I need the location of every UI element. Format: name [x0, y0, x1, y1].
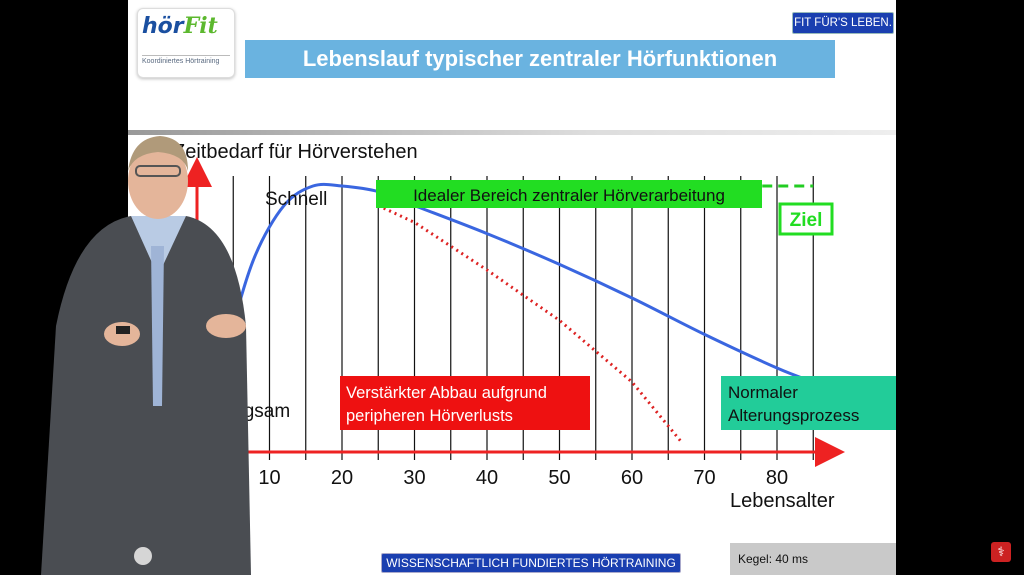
- decline-label-line2: peripheren Hörverlusts: [346, 407, 513, 425]
- logo-main-text: hör: [142, 14, 184, 39]
- normal-aging-line2: Alterungsprozess: [728, 406, 859, 425]
- label-schnell: Schnell: [265, 189, 327, 210]
- logo-wordmark: hörFit: [142, 13, 218, 39]
- normal-aging-box: [721, 376, 896, 430]
- kegel-readout: Kegel: 40 ms: [730, 543, 896, 575]
- medical-symbol-icon[interactable]: ⚕: [991, 542, 1011, 562]
- round-control-button[interactable]: [134, 547, 152, 565]
- logo-subtitle: Koordiniertes Hörtraining: [142, 55, 230, 65]
- normal-aging-line1: Normaler: [728, 383, 798, 402]
- ideal-range-box: [376, 180, 762, 208]
- ziel-label: Ziel: [790, 210, 823, 231]
- x-tick-label: 50: [548, 467, 570, 489]
- footer-badge: WISSENSCHAFTLICH FUNDIERTES HÖRTRAINING: [381, 553, 681, 573]
- hoerfit-logo: hörFit Koordiniertes Hörtraining: [137, 8, 235, 78]
- presenter-figure: [41, 136, 251, 575]
- x-tick-label: 70: [693, 467, 715, 489]
- ziel-box: [778, 202, 834, 236]
- x-axis-title: Lebensalter: [730, 490, 835, 512]
- x-tick-label: 10: [258, 467, 280, 489]
- x-tick-labels: 10 20 30 40 50 60 70 80: [258, 467, 788, 489]
- fit-fuers-leben-badge: FIT FÜR'S LEBEN.: [792, 12, 894, 34]
- x-tick-label: 80: [766, 467, 788, 489]
- ideal-range-label: Idealer Bereich zentraler Hörverarbeitun…: [413, 186, 725, 205]
- title-separator: [128, 130, 896, 135]
- x-tick-label: 30: [403, 467, 425, 489]
- slide-title: Lebenslauf typischer zentraler Hörfunkti…: [245, 40, 835, 78]
- decline-box: [340, 376, 590, 430]
- logo-fit-text: Fit: [183, 13, 218, 39]
- decline-label-line1: Verstärkter Abbau aufgrund: [346, 384, 547, 402]
- x-tick-label: 40: [476, 467, 498, 489]
- x-tick-label: 20: [331, 467, 353, 489]
- x-tick-label: 60: [621, 467, 643, 489]
- y-axis-title: Zeitbedarf für Hörverstehen: [173, 141, 418, 163]
